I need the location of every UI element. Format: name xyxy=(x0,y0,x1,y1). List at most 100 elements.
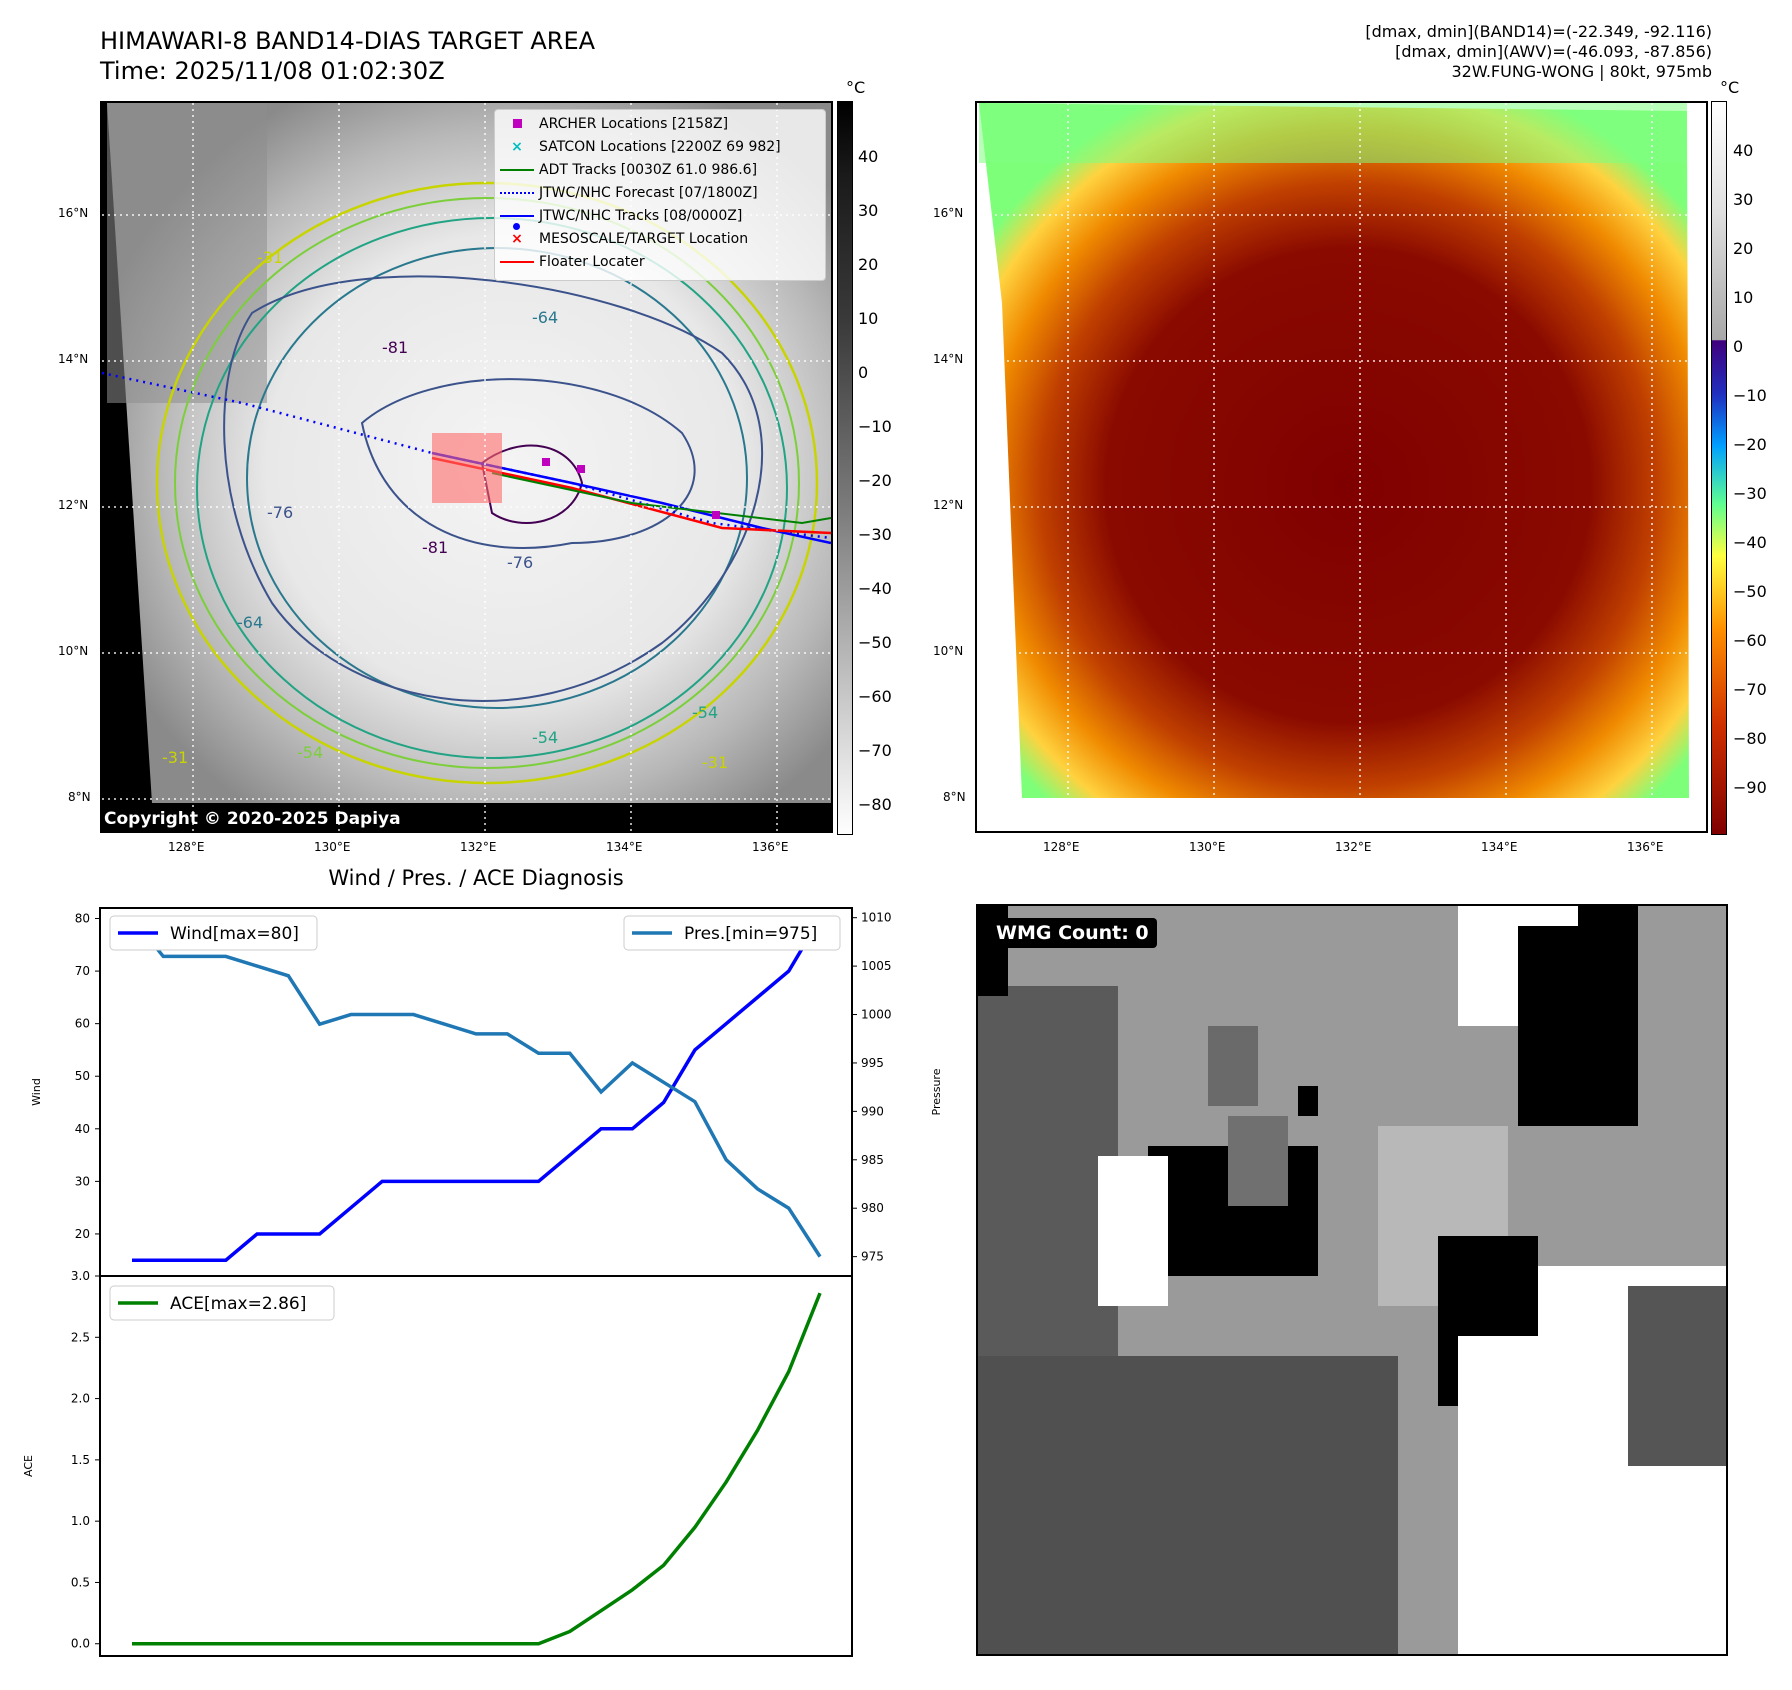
colorbar-tick: −50 xyxy=(1733,582,1767,601)
legend-frame xyxy=(623,915,841,951)
lon-tick: 132°E xyxy=(460,840,497,854)
lon-tick: 134°E xyxy=(606,840,643,854)
lat-tick: 14°N xyxy=(933,352,964,366)
legend-item-archer: ARCHER Locations [2158Z] xyxy=(495,112,825,135)
wmg-panel: WMG Count: 0 xyxy=(976,904,1728,1656)
copyright-label: Copyright © 2020-2025 Dapiya xyxy=(104,809,401,829)
pressure-series-line xyxy=(130,916,822,1258)
square-marker-icon xyxy=(512,119,522,128)
colorbar-tick: 10 xyxy=(1733,288,1754,307)
line-icon xyxy=(500,260,534,263)
lat-tick: 12°N xyxy=(58,498,89,512)
colorbar-tick: −80 xyxy=(1733,729,1767,748)
y-tick-label: 0.5 xyxy=(71,1575,90,1589)
wind-series-line xyxy=(132,917,822,1262)
x-marker-icon: × xyxy=(511,230,523,247)
colorbar-tick: −10 xyxy=(858,417,892,436)
dotted-line-icon xyxy=(500,191,534,194)
y-tick-label: 1.0 xyxy=(71,1514,90,1528)
ace-legend: ACE[max=2.86] xyxy=(109,1285,335,1321)
x-marker-icon: × xyxy=(511,138,523,155)
contour-label: -76 xyxy=(507,553,533,572)
legend-label: ACE[max=2.86] xyxy=(170,1294,306,1314)
contour-label: -31 xyxy=(702,753,728,772)
colorbar-tick: 40 xyxy=(1733,141,1754,160)
band14-map-panel: -31 -31 -54 -64 -64 -76 -76 -81 -81 -54 … xyxy=(100,101,833,833)
y2-tick-label: 1000 xyxy=(861,1008,892,1022)
info-title: [dmax, dmin](BAND14)=(-22.349, -92.116) … xyxy=(1365,22,1712,82)
colorbar-tick: 30 xyxy=(858,201,879,220)
lat-tick: 16°N xyxy=(933,206,964,220)
contour-label: -54 xyxy=(692,703,718,722)
lon-tick: 128°E xyxy=(168,840,205,854)
y-tick-label: 1.5 xyxy=(71,1453,90,1467)
lat-tick: 14°N xyxy=(58,352,89,366)
y2-tick-label: 980 xyxy=(861,1201,884,1215)
lon-tick: 132°E xyxy=(1335,840,1372,854)
ace-series-line xyxy=(132,1292,822,1646)
y-tick-label: 2.5 xyxy=(71,1330,90,1344)
top-plot-frame xyxy=(99,907,853,1277)
contour-label: -64 xyxy=(237,613,263,632)
y-tick-label: 80 xyxy=(75,912,90,926)
legend-label: Wind[max=80] xyxy=(170,924,299,944)
y-tick-label: 30 xyxy=(75,1174,90,1188)
lon-tick: 130°E xyxy=(1189,840,1226,854)
contour-label: -81 xyxy=(422,538,448,557)
colorbar-tick: −60 xyxy=(858,687,892,706)
colorbar-tick: −30 xyxy=(858,525,892,544)
legend-item-floater: Floater Locater xyxy=(495,250,825,273)
lon-tick: 130°E xyxy=(314,840,351,854)
map-legend: ARCHER Locations [2158Z] × SATCON Locati… xyxy=(494,109,826,281)
contour-label: -54 xyxy=(297,743,323,762)
lat-tick: 10°N xyxy=(933,644,964,658)
bottom-plot-frame xyxy=(99,1275,853,1657)
legend-label: Pres.[min=975] xyxy=(684,924,817,944)
y-tick-label: 20 xyxy=(75,1227,90,1241)
legend-item-adt: ADT Tracks [0030Z 61.0 986.6] xyxy=(495,158,825,181)
legend-item-target: × MESOSCALE/TARGET Location xyxy=(495,227,825,250)
legend-item-forecast: JTWC/NHC Forecast [07/1800Z] xyxy=(495,181,825,204)
colorbar-tick: −10 xyxy=(1733,386,1767,405)
y2-tick-label: 995 xyxy=(861,1056,884,1070)
wmg-image xyxy=(978,906,1726,1654)
main-title-line1: HIMAWARI-8 BAND14-DIAS TARGET AREA xyxy=(100,27,596,55)
color-colorbar xyxy=(1711,101,1727,835)
info-title-line2: [dmax, dmin](AWV)=(-46.093, -87.856) xyxy=(1395,42,1712,61)
wmg-count-label: WMG Count: 0 xyxy=(988,918,1157,948)
lat-tick: 12°N xyxy=(933,498,964,512)
lon-tick: 128°E xyxy=(1043,840,1080,854)
info-title-line3: 32W.FUNG-WONG | 80kt, 975mb xyxy=(1451,62,1712,81)
legend-item-tracks: JTWC/NHC Tracks [08/0000Z] xyxy=(495,204,825,230)
colorbar-tick: −40 xyxy=(858,579,892,598)
contour-label: -31 xyxy=(162,748,188,767)
contour-label: -76 xyxy=(267,503,293,522)
main-title: HIMAWARI-8 BAND14-DIAS TARGET AREA Time:… xyxy=(100,26,595,86)
legend-frame xyxy=(109,1285,335,1321)
contour-label: -64 xyxy=(532,308,558,327)
contour-label: -81 xyxy=(382,338,408,357)
y2-tick-label: 1010 xyxy=(861,911,892,925)
colorbar-tick: −80 xyxy=(858,795,892,814)
awv-map-image xyxy=(977,103,1706,831)
gray-colorbar-unit: °C xyxy=(846,78,866,97)
colorbar-tick: −90 xyxy=(1733,778,1767,797)
contour-label: -54 xyxy=(532,728,558,747)
info-title-line1: [dmax, dmin](BAND14)=(-22.349, -92.116) xyxy=(1365,22,1712,41)
y-tick-label: 2.0 xyxy=(71,1392,90,1406)
y-tick-label: 60 xyxy=(75,1017,90,1031)
colorbar-tick: 10 xyxy=(858,309,879,328)
y2-tick-label: 1005 xyxy=(861,959,892,973)
lat-tick: 16°N xyxy=(58,206,89,220)
lat-tick: 8°N xyxy=(943,790,966,804)
contour-label: -31 xyxy=(257,248,283,267)
diagnosis-chart: 20 30 40 50 60 70 80 975 980 985 990 995 1000 1005 101… xyxy=(22,907,943,1657)
line-dot-icon xyxy=(500,214,534,217)
diag-title: Wind / Pres. / ACE Diagnosis xyxy=(328,866,624,890)
color-colorbar-unit: °C xyxy=(1720,78,1740,97)
colorbar-tick: −60 xyxy=(1733,631,1767,650)
y-axis-label: Wind xyxy=(30,1078,43,1106)
colorbar-tick: −50 xyxy=(858,633,892,652)
main-title-line2: Time: 2025/11/08 01:02:30Z xyxy=(100,57,445,85)
colorbar-tick: 20 xyxy=(858,255,879,274)
